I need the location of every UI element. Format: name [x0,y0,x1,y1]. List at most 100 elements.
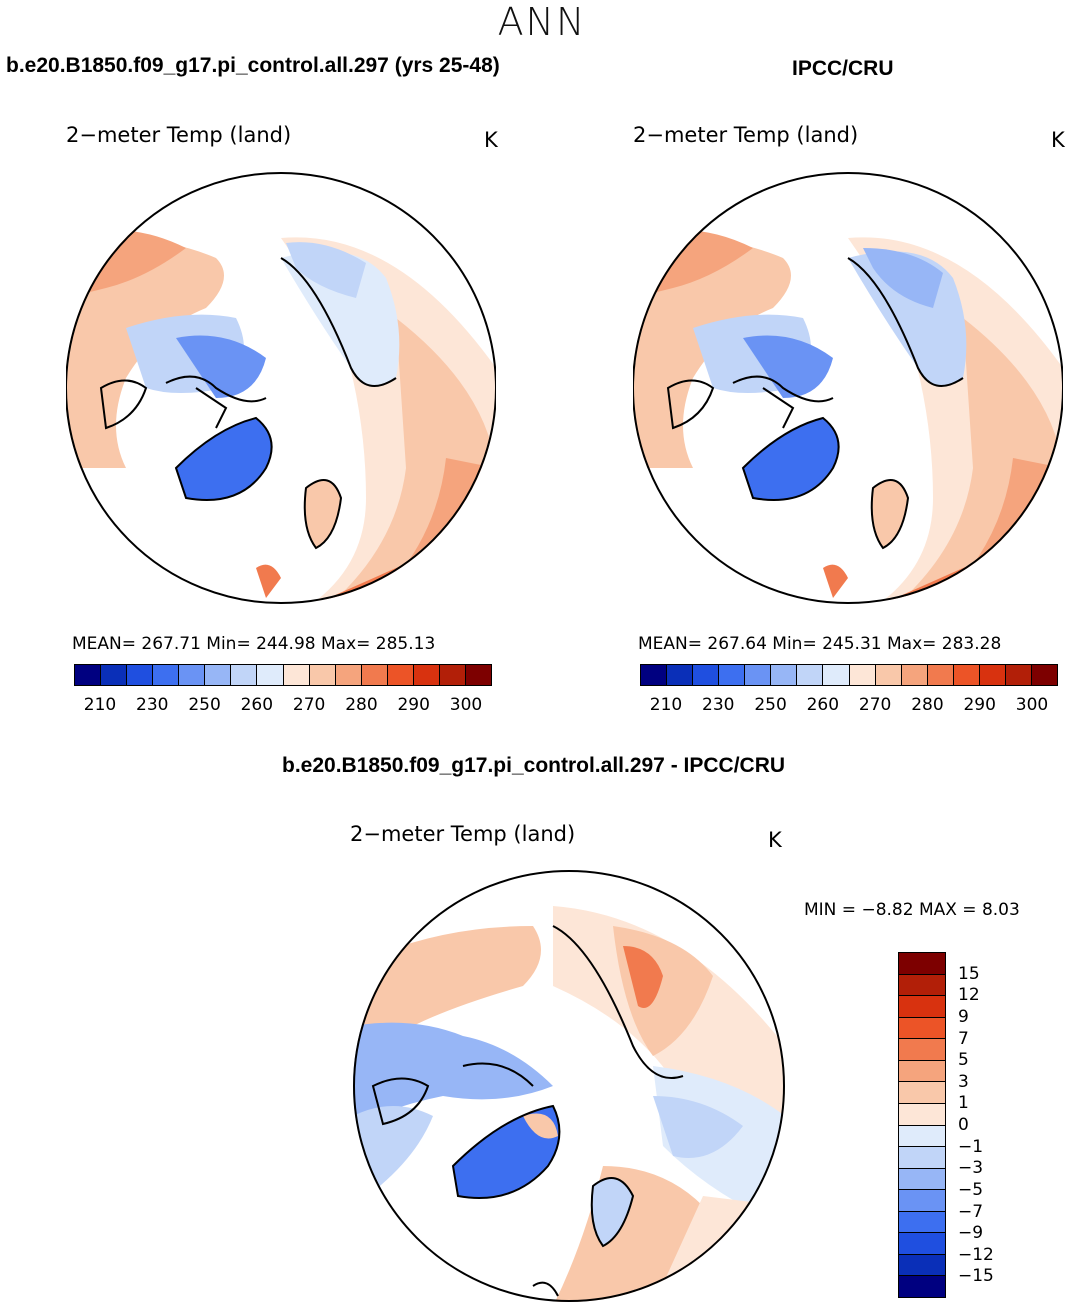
colorbar-swatch [439,665,466,685]
colorbar-swatch [1005,665,1032,685]
diff-minmax: MIN = −8.82 MAX = 8.03 [804,900,1020,920]
colorbar-tick-label: −7 [958,1201,984,1222]
diff-colorbar [898,952,946,1298]
colorbar-swatch [797,665,824,685]
colorbar-tick-label: 3 [958,1071,969,1092]
colorbar-swatch [823,665,850,685]
colorbar-swatch [953,665,980,685]
colorbar-tick-label: −15 [958,1266,994,1287]
colorbar-tick-label: 7 [958,1028,969,1049]
colorbar-swatch [899,1276,945,1297]
colorbar-swatch [335,665,362,685]
colorbar-swatch [899,1233,945,1255]
right-stats: MEAN= 267.64 Min= 245.31 Max= 283.28 [638,634,1002,654]
colorbar-tick-label: 12 [958,985,980,1006]
colorbar-swatch [899,1039,945,1061]
colorbar-tick-label: 250 [754,695,787,715]
colorbar-tick-label: −3 [958,1158,984,1179]
colorbar-swatch [719,665,746,685]
colorbar-tick-label: 270 [858,695,892,715]
colorbar-swatch [899,1060,945,1083]
colorbar-tick-label: 260 [806,695,840,715]
colorbar-swatch [899,996,945,1018]
colorbar-swatch [875,665,902,685]
colorbar-swatch [231,665,258,685]
colorbar-swatch [899,1103,945,1126]
colorbar-swatch [413,665,440,685]
right-variable-label: 2−meter Temp (land) [633,123,859,147]
left-case-title: b.e20.B1850.f09_g17.pi_control.all.297 (… [6,54,500,77]
colorbar-swatch [899,1082,945,1104]
colorbar-swatch [387,665,414,685]
colorbar-tick-label: 230 [702,695,735,715]
left-variable-label: 2−meter Temp (land) [66,123,292,147]
figure-title: ANN [497,0,587,44]
colorbar-swatch [899,1017,945,1040]
colorbar-swatch [899,1125,945,1148]
right-colorbar [640,664,1058,686]
colorbar-tick-label: 9 [958,1006,969,1027]
colorbar-swatch [641,665,668,685]
colorbar-swatch [257,665,284,685]
colorbar-swatch [205,665,232,685]
colorbar-swatch [899,1211,945,1234]
colorbar-tick-label: 1 [958,1093,969,1114]
colorbar-swatch [901,665,928,685]
colorbar-swatch [899,1168,945,1191]
right-colorbar-ticks: 210 230 250 260 270 280 290 300 [640,695,1058,717]
diff-colorbar-ticks: 15 12 9 7 5 3 1 0 −1 −3 −5 −7 −9 −12 −15 [958,952,1018,1298]
colorbar-swatch [101,665,128,685]
colorbar-tick-label: 230 [136,695,169,715]
colorbar-swatch [899,953,945,975]
colorbar-swatch [899,1190,945,1212]
colorbar-tick-label: 0 [958,1115,969,1135]
right-case-title: IPCC/CRU [792,57,894,80]
colorbar-tick-label: 260 [240,695,274,715]
colorbar-tick-label: 300 [449,695,483,715]
colorbar-swatch [179,665,206,685]
left-polar-map [66,172,496,604]
colorbar-swatch [465,665,491,685]
colorbar-tick-label: 210 [649,695,683,715]
colorbar-swatch [979,665,1006,685]
colorbar-tick-label: 290 [397,695,430,715]
right-polar-map [633,172,1063,604]
colorbar-tick-label: 280 [911,695,944,715]
colorbar-swatch [153,665,180,685]
colorbar-tick-label: 270 [292,695,326,715]
diff-units-label: K [768,828,782,852]
colorbar-swatch [693,665,720,685]
colorbar-swatch [309,665,336,685]
colorbar-swatch [283,665,310,685]
diff-case-title: b.e20.B1850.f09_g17.pi_control.all.297 -… [282,754,786,777]
colorbar-swatch [127,665,154,685]
colorbar-swatch [667,665,694,685]
colorbar-swatch [899,1254,945,1277]
colorbar-swatch [849,665,876,685]
diff-polar-map [353,870,785,1302]
right-units-label: K [1051,128,1065,152]
colorbar-tick-label: 15 [958,963,980,984]
colorbar-tick-label: −1 [958,1136,984,1157]
left-colorbar [74,664,492,686]
colorbar-tick-label: 250 [188,695,221,715]
colorbar-swatch [771,665,798,685]
left-colorbar-ticks: 210 230 250 260 270 280 290 300 [74,695,492,717]
colorbar-swatch [745,665,772,685]
colorbar-swatch [899,974,945,997]
colorbar-tick-label: 5 [958,1050,969,1071]
colorbar-swatch [1031,665,1057,685]
colorbar-tick-label: 280 [345,695,378,715]
colorbar-swatch [361,665,388,685]
colorbar-swatch [899,1147,945,1169]
colorbar-tick-label: −5 [958,1179,984,1200]
left-stats: MEAN= 267.71 Min= 244.98 Max= 285.13 [72,634,436,654]
colorbar-swatch [75,665,102,685]
colorbar-tick-label: 300 [1015,695,1049,715]
left-units-label: K [484,128,498,152]
colorbar-tick-label: 210 [83,695,117,715]
colorbar-tick-label: −9 [958,1223,984,1244]
colorbar-tick-label: −12 [958,1244,994,1265]
colorbar-swatch [927,665,954,685]
colorbar-tick-label: 290 [963,695,996,715]
